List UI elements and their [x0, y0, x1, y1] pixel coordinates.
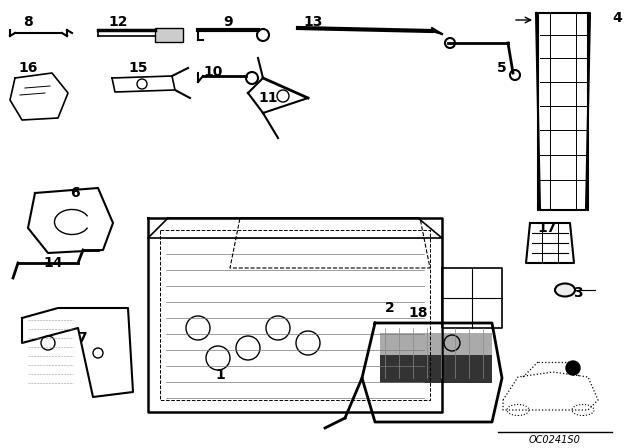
Ellipse shape [555, 284, 575, 297]
Text: 12: 12 [108, 15, 128, 29]
Text: 7: 7 [77, 331, 87, 345]
Text: 3: 3 [573, 286, 583, 300]
Text: OC0241S0: OC0241S0 [529, 435, 581, 445]
Bar [380, 333, 492, 355]
Bar [380, 355, 492, 383]
Text: 15: 15 [128, 61, 148, 75]
Text: 4: 4 [612, 11, 622, 25]
Text: 17: 17 [538, 221, 557, 235]
Text: 10: 10 [204, 65, 223, 79]
Text: 18: 18 [408, 306, 428, 320]
Text: 14: 14 [44, 256, 63, 270]
Text: 11: 11 [259, 91, 278, 105]
Text: 5: 5 [497, 61, 507, 75]
Text: 1: 1 [215, 368, 225, 382]
Text: 2: 2 [385, 301, 395, 315]
Bar [155, 28, 183, 42]
Text: 13: 13 [303, 15, 323, 29]
Text: 16: 16 [19, 61, 38, 75]
Text: 6: 6 [70, 186, 80, 200]
Text: 9: 9 [223, 15, 233, 29]
Circle shape [566, 361, 580, 375]
Text: 8: 8 [23, 15, 33, 29]
